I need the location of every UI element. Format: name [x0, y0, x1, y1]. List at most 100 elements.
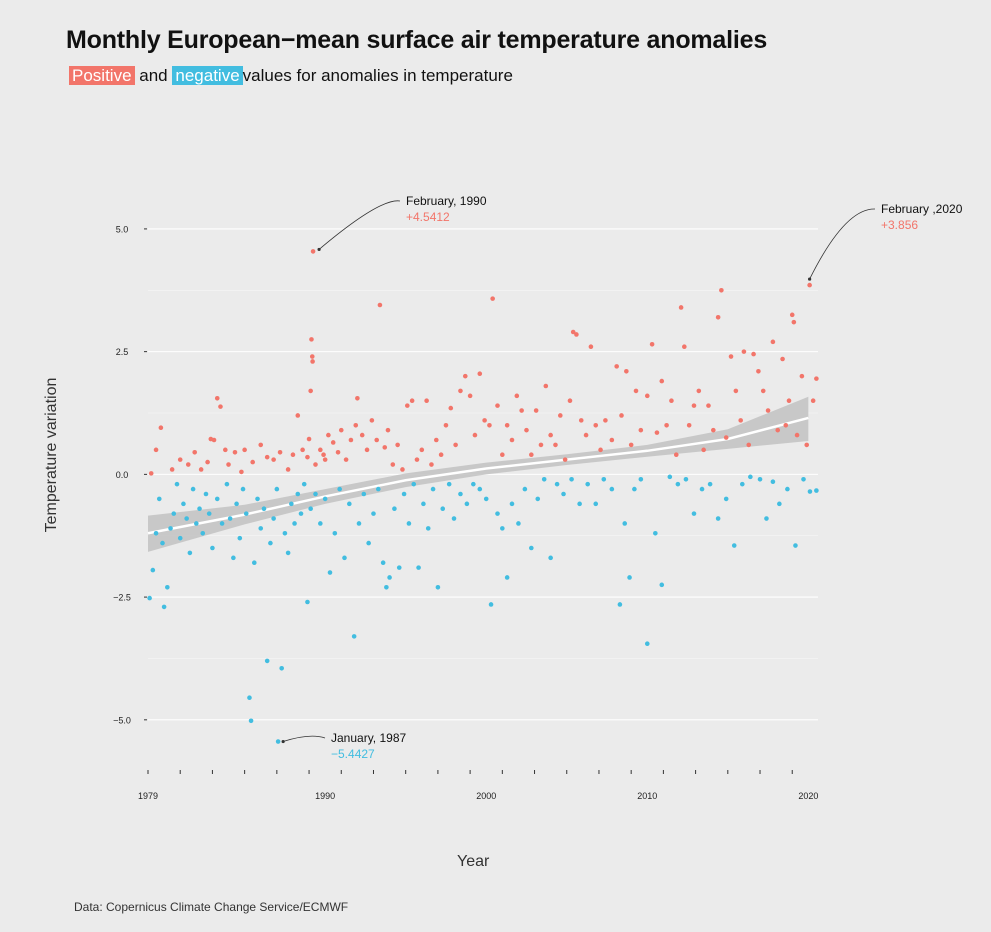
- data-point: [425, 526, 431, 531]
- data-point: [414, 457, 420, 462]
- data-point: [161, 604, 167, 610]
- data-point: [308, 388, 313, 394]
- data-point: [261, 506, 267, 512]
- data-point: [153, 530, 159, 536]
- data-point: [659, 378, 665, 384]
- data-point: [300, 447, 305, 453]
- data-point: [400, 467, 405, 472]
- data-point: [609, 437, 615, 443]
- data-point: [177, 535, 183, 541]
- data-point: [359, 432, 365, 438]
- data-point: [728, 354, 734, 359]
- data-point: [298, 511, 304, 516]
- data-point: [277, 449, 283, 455]
- data-point: [240, 486, 246, 492]
- data-point: [271, 516, 276, 521]
- data-point: [275, 739, 281, 744]
- data-point: [435, 584, 441, 590]
- data-point: [239, 469, 244, 475]
- data-point: [274, 486, 280, 492]
- data-point: [243, 511, 249, 516]
- data-point: [419, 447, 425, 453]
- data-point: [509, 437, 515, 443]
- data-point: [462, 373, 468, 379]
- data-point: [451, 516, 457, 521]
- data-point: [524, 427, 529, 433]
- data-point: [746, 442, 752, 448]
- data-point: [292, 521, 297, 526]
- data-point: [342, 555, 347, 561]
- data-point: [385, 427, 391, 433]
- data-point: [382, 445, 388, 450]
- subtitle-rest: values for anomalies in temperature: [242, 66, 513, 85]
- data-point: [701, 447, 706, 453]
- data-point: [723, 435, 729, 440]
- data-point: [158, 425, 164, 431]
- data-point: [748, 474, 753, 480]
- data-point: [814, 488, 819, 493]
- data-point: [807, 489, 813, 494]
- data-point: [464, 501, 470, 507]
- annotation-label: February ,2020: [881, 202, 963, 216]
- data-point: [353, 422, 359, 428]
- data-point: [232, 449, 238, 455]
- data-point: [387, 575, 392, 580]
- data-point: [760, 388, 766, 394]
- data-point: [791, 319, 797, 325]
- data-point: [313, 491, 318, 497]
- data-point: [448, 405, 454, 411]
- data-point: [224, 481, 230, 487]
- data-point: [673, 452, 679, 458]
- data-point: [305, 454, 310, 460]
- data-point: [271, 457, 276, 462]
- annotations: February, 1990 +4.5412 February ,2020 +3.85…: [281, 194, 963, 761]
- data-point: [330, 440, 336, 445]
- data-point: [799, 373, 805, 379]
- data-point: [783, 422, 789, 428]
- data-point: [327, 570, 333, 575]
- data-point: [561, 491, 566, 497]
- data-point: [516, 521, 521, 526]
- data-point: [628, 442, 634, 448]
- data-point: [377, 302, 383, 308]
- data-point: [258, 526, 264, 531]
- data-point: [219, 521, 225, 526]
- data-point: [741, 349, 747, 354]
- data-point: [691, 403, 697, 408]
- data-point: [355, 395, 360, 401]
- data-point: [251, 560, 257, 566]
- data-point: [804, 442, 810, 448]
- data-point: [279, 665, 284, 671]
- data-point: [177, 457, 183, 462]
- data-point: [411, 481, 417, 487]
- data-point: [654, 430, 660, 435]
- data-point: [570, 329, 576, 335]
- data-point: [548, 555, 553, 561]
- y-tick-label: 5.0: [116, 224, 129, 234]
- data-point: [184, 516, 189, 521]
- data-point: [194, 521, 199, 526]
- data-point: [765, 408, 771, 413]
- data-point: [678, 305, 684, 310]
- data-point: [181, 501, 186, 507]
- data-point: [371, 511, 376, 516]
- y-tick-label: −2.5: [113, 593, 131, 603]
- data-point: [504, 575, 510, 580]
- data-point: [785, 486, 790, 492]
- data-point: [223, 447, 228, 453]
- data-point: [290, 452, 296, 458]
- data-point: [543, 383, 549, 389]
- data-point: [801, 476, 806, 482]
- data-point: [250, 459, 255, 465]
- data-point: [218, 404, 223, 409]
- data-point: [438, 452, 444, 458]
- data-point: [376, 486, 381, 492]
- data-point: [156, 496, 162, 502]
- data-point: [453, 442, 458, 448]
- data-point: [206, 511, 212, 516]
- data-point: [421, 501, 426, 507]
- data-point: [638, 427, 644, 433]
- data-point: [622, 521, 628, 526]
- data-point: [348, 437, 354, 443]
- data-point: [522, 486, 528, 492]
